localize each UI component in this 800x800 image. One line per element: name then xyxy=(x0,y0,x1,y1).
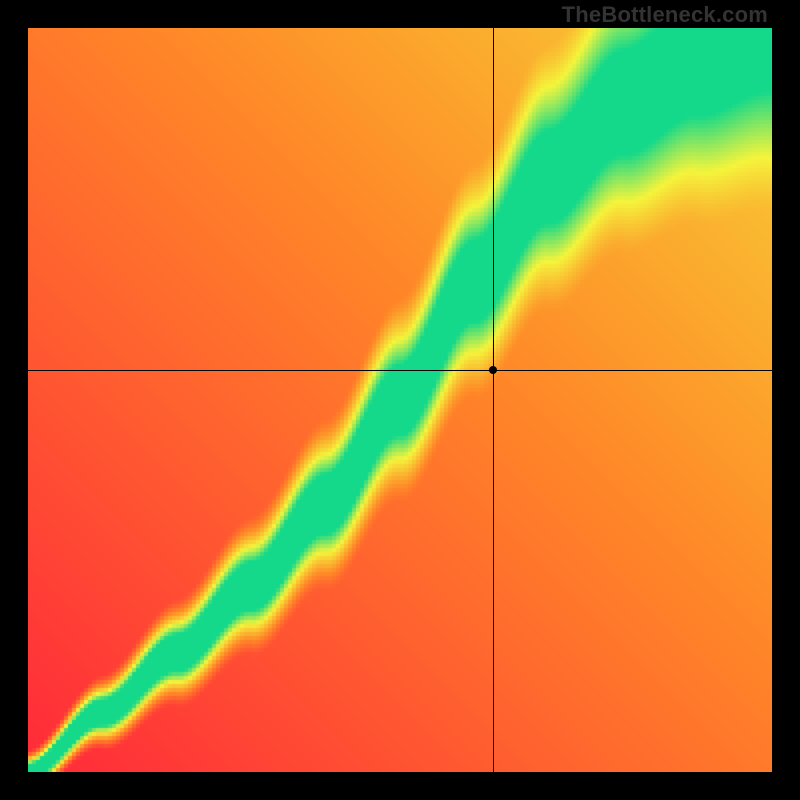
chart-frame: TheBottleneck.com xyxy=(0,0,800,800)
plot-area xyxy=(28,28,772,772)
watermark-text: TheBottleneck.com xyxy=(562,2,768,28)
heatmap-canvas xyxy=(28,28,772,772)
